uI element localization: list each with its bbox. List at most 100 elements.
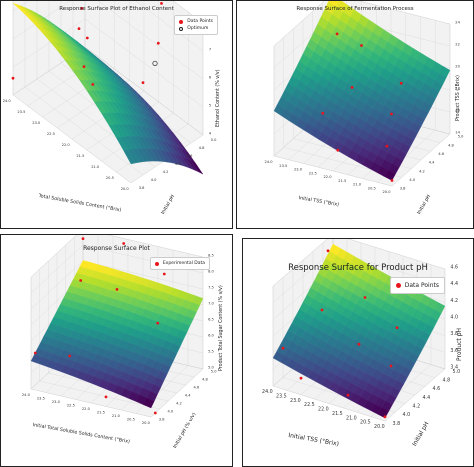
z-tick-label: 8.0 bbox=[208, 270, 214, 274]
x-tick-label: 21.5 bbox=[97, 410, 105, 414]
data-point bbox=[122, 242, 126, 245]
surface-cell bbox=[377, 407, 390, 419]
legend-item-optimum: Optimum bbox=[179, 25, 213, 32]
x-tick-label: 20.0 bbox=[382, 190, 391, 194]
surface-cell bbox=[123, 149, 136, 165]
data-points bbox=[11, 2, 163, 86]
x-tick-label: 22.5 bbox=[47, 132, 55, 136]
tick-labels: 20.020.521.021.522.022.523.023.524.03.84… bbox=[3, 20, 217, 191]
y-tick-label: 4.4 bbox=[423, 395, 431, 401]
data-point bbox=[389, 364, 393, 368]
y-tick-label: 4.4 bbox=[185, 394, 191, 398]
data-point bbox=[390, 179, 394, 182]
y-tick-label: 4.4 bbox=[175, 162, 181, 166]
data-points bbox=[321, 32, 403, 182]
z-tick-label: 22 bbox=[455, 42, 460, 46]
x-tick-label: 23.5 bbox=[276, 394, 287, 400]
grid-line bbox=[12, 1, 71, 40]
z-tick-label: 4.0 bbox=[450, 314, 458, 320]
grid-line bbox=[30, 244, 84, 294]
z-tick-label: 7.0 bbox=[208, 302, 214, 306]
grid-line bbox=[272, 239, 328, 287]
grid-line bbox=[30, 235, 77, 278]
data-point bbox=[299, 376, 303, 380]
red-dot-icon bbox=[395, 283, 401, 288]
y-tick-label: 5.0 bbox=[453, 369, 461, 375]
data-point bbox=[153, 411, 157, 415]
y-tick-label: 4.8 bbox=[202, 378, 208, 382]
grid-line bbox=[98, 1, 204, 80]
z-tick-label: 14 bbox=[455, 130, 460, 134]
y-tick-label: 5.0 bbox=[211, 370, 217, 374]
y-tick-label: 5.0 bbox=[458, 135, 464, 139]
z-axis-label: Product Total Sugar Content (% v/v) bbox=[219, 285, 224, 371]
z-axis-label: Ethanol Content (% v/v) bbox=[216, 69, 221, 127]
surface-cell bbox=[384, 169, 396, 181]
z-tick-label: 5.5 bbox=[208, 350, 214, 354]
data-point bbox=[321, 111, 325, 115]
y-tick-label: 3.8 bbox=[400, 187, 406, 191]
data-point bbox=[80, 7, 84, 10]
x-tick-label: 22.0 bbox=[318, 407, 329, 413]
x-tick-label: 21.0 bbox=[346, 415, 357, 421]
grid-line bbox=[358, 1, 451, 25]
data-point bbox=[281, 346, 285, 350]
data-point bbox=[395, 326, 399, 329]
tick-labels: 20.020.521.021.522.022.523.023.524.03.84… bbox=[264, 20, 464, 194]
x-tick-label: 20.0 bbox=[121, 187, 130, 191]
data-point bbox=[160, 2, 163, 5]
y-tick-label: 3.8 bbox=[139, 186, 145, 190]
y-tick-label: 4.8 bbox=[199, 146, 205, 150]
x-tick-label: 23.5 bbox=[279, 164, 287, 168]
z-axis-label: Product pH bbox=[456, 327, 463, 361]
surface-cell bbox=[143, 397, 155, 409]
grid-line bbox=[12, 94, 132, 184]
tick-labels: 20.020.521.021.522.022.523.023.524.03.84… bbox=[22, 254, 217, 425]
y-tick-label: 4.0 bbox=[409, 178, 415, 182]
y-tick-label: 3.8 bbox=[393, 421, 401, 427]
data-point bbox=[115, 288, 119, 291]
z-tick-label: 4 bbox=[209, 132, 212, 136]
red-dot-icon bbox=[179, 19, 184, 24]
x-tick-label: 21.0 bbox=[353, 183, 362, 187]
z-tick-label: 6.0 bbox=[208, 334, 214, 338]
y-tick-label: 4.6 bbox=[194, 386, 200, 390]
y-tick-label: 4.6 bbox=[187, 154, 193, 158]
x-tick-label: 22.5 bbox=[304, 402, 315, 408]
grid-line bbox=[272, 385, 386, 422]
grid-line bbox=[273, 155, 393, 187]
x-tick-label: 23.5 bbox=[37, 396, 45, 400]
y-tick-label: 4.0 bbox=[168, 410, 174, 414]
z-tick-label: 5.0 bbox=[208, 366, 214, 370]
data-point bbox=[82, 65, 86, 68]
z-tick-label: 3.6 bbox=[450, 348, 458, 354]
z-tick-label: 24 bbox=[455, 20, 460, 24]
grid-line bbox=[24, 86, 144, 176]
data-point bbox=[156, 41, 160, 45]
chart-title: Response Surface of Fermentation Process bbox=[296, 6, 414, 12]
legend: Experimental Data bbox=[149, 257, 210, 270]
y-tick-label: 4.8 bbox=[443, 378, 451, 384]
grid-line bbox=[84, 46, 204, 136]
grid-line bbox=[30, 260, 84, 310]
grid-line bbox=[84, 18, 204, 108]
tick-labels: 20.020.521.021.522.022.523.023.524.03.84… bbox=[262, 264, 460, 430]
data-point bbox=[156, 321, 160, 325]
z-tick-label: 6.5 bbox=[208, 318, 214, 322]
y-tick-label: 4.4 bbox=[429, 161, 435, 165]
y-tick-label: 4.6 bbox=[438, 152, 444, 156]
data-point bbox=[383, 415, 387, 419]
x-tick-label: 21.5 bbox=[332, 411, 343, 417]
z-tick-label: 3.8 bbox=[450, 331, 458, 337]
data-point bbox=[399, 81, 403, 85]
grid-line bbox=[173, 1, 204, 24]
x-tick-label: 22.5 bbox=[309, 171, 317, 175]
z-tick-label: 18 bbox=[455, 86, 460, 90]
optimum-point bbox=[152, 60, 158, 66]
x-tick-label: 21.0 bbox=[112, 414, 121, 418]
grid-line bbox=[30, 388, 152, 418]
response-surface bbox=[30, 260, 204, 409]
data-point bbox=[336, 148, 340, 152]
z-tick-label: 8.5 bbox=[208, 254, 214, 258]
response-surface bbox=[273, 1, 451, 181]
